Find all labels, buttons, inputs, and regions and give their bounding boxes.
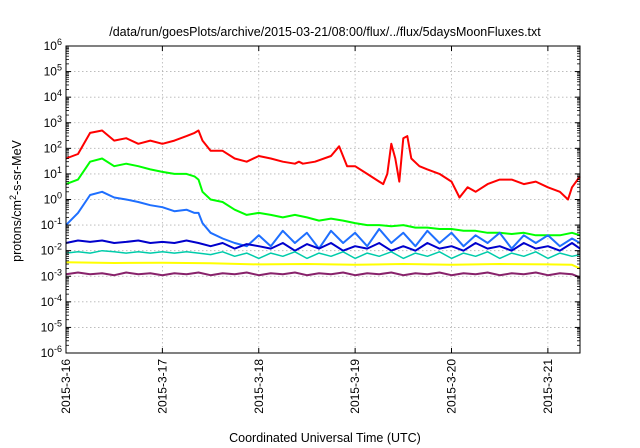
- y-tick-exponent: -5: [54, 318, 62, 328]
- y-tick-exponent: -3: [54, 267, 62, 277]
- y-axis-label-superscript: 2: [8, 195, 18, 200]
- y-tick-label: 10-5: [41, 318, 62, 334]
- y-axis-label: protons/cm2-s-sr-MeV: [8, 139, 24, 261]
- y-tick-label: 10-1: [41, 216, 62, 232]
- y-tick-exponent: -2: [54, 242, 62, 252]
- y-tick-exponent: -6: [54, 344, 62, 354]
- y-tick-label: 101: [44, 165, 62, 181]
- y-tick-exponent: 1: [57, 165, 62, 175]
- series-line-3: [65, 190, 581, 250]
- x-tick-label: 2015-3-20: [445, 359, 459, 414]
- x-tick-label: 2015-3-21: [541, 359, 555, 414]
- y-tick-label: 10-3: [41, 267, 62, 283]
- y-axis: 10-610-510-410-310-210-11001011021031041…: [41, 37, 580, 360]
- series-line-6: [65, 261, 581, 270]
- series-group: [65, 129, 581, 279]
- y-tick-exponent: -4: [54, 293, 62, 303]
- y-axis-label-main: protons/cm: [10, 200, 24, 262]
- series-line-1: [65, 129, 581, 201]
- y-axis-label-tail: -s-sr-MeV: [10, 139, 24, 195]
- y-tick-label: 10-2: [41, 242, 62, 258]
- y-tick-label: 103: [44, 114, 62, 130]
- y-tick-label: 100: [44, 191, 62, 207]
- y-tick-label: 106: [44, 37, 62, 53]
- y-tick-exponent: 3: [57, 114, 62, 124]
- y-tick-exponent: 0: [57, 191, 62, 201]
- y-tick-label: 10-6: [41, 344, 62, 360]
- series-line-2: [65, 157, 581, 237]
- y-tick-label: 10-4: [41, 293, 62, 309]
- y-tick-exponent: 4: [57, 88, 62, 98]
- x-axis-label: Coordinated Universal Time (UTC): [229, 431, 421, 445]
- series-line-5: [65, 249, 581, 260]
- x-tick-label: 2015-3-17: [155, 359, 169, 414]
- x-tick-label: 2015-3-19: [348, 359, 362, 414]
- x-tick-label: 2015-3-16: [59, 359, 73, 414]
- y-tick-exponent: 6: [57, 37, 62, 47]
- x-axis: 2015-3-16 2015-3-17 2015-3-18 2015-3-19 2015…: [59, 46, 555, 414]
- series-line-4: [65, 239, 581, 252]
- y-tick-exponent: -1: [54, 216, 62, 226]
- x-tick-label: 2015-3-18: [252, 359, 266, 414]
- y-tick-label: 105: [44, 63, 62, 79]
- chart-title: /data/run/goesPlots/archive/2015-03-21/0…: [109, 25, 541, 39]
- y-tick-exponent: 2: [57, 139, 62, 149]
- y-tick-label: 104: [44, 88, 62, 104]
- y-tick-exponent: 5: [57, 63, 62, 73]
- grid: [66, 46, 580, 353]
- series-line-7: [65, 271, 581, 279]
- y-tick-label: 102: [44, 139, 62, 155]
